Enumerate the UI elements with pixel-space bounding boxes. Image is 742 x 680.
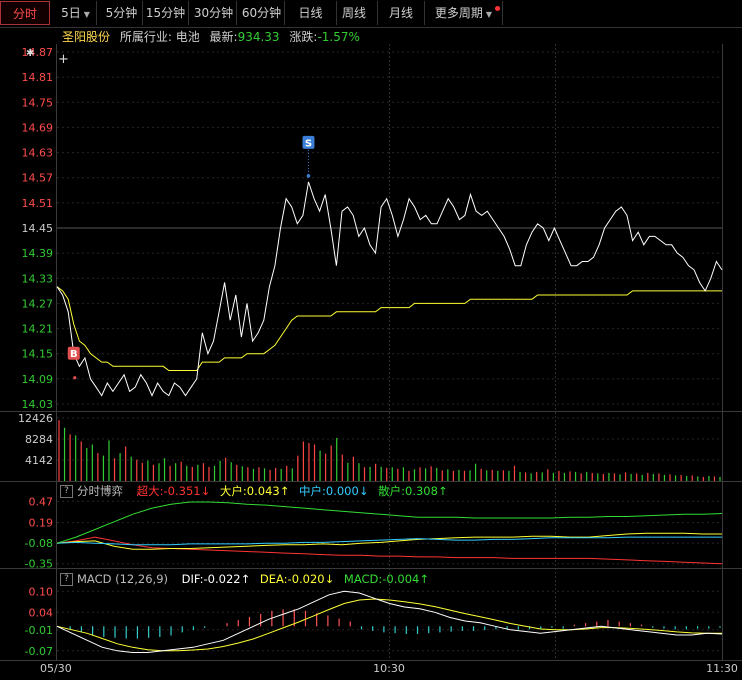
price-tick-label: 14.69 <box>22 121 54 134</box>
tab-4[interactable]: 30分钟 <box>191 1 237 25</box>
fund-flow-help-icon[interactable]: ? <box>60 485 73 498</box>
price-tick-label: 14.87 <box>22 46 54 59</box>
industry-label: 所属行业: 电池 <box>119 30 200 44</box>
price-tick-label: 14.33 <box>22 272 54 285</box>
notification-dot-icon <box>495 6 500 11</box>
tab-8[interactable]: 月线 <box>378 1 425 25</box>
time-label-mid: 10:30 <box>373 662 405 675</box>
macd-help-icon[interactable]: ? <box>60 573 73 586</box>
latest-value: 934.33 <box>237 30 280 44</box>
stock-name: 圣阳股份 <box>62 30 111 44</box>
tab-9[interactable]: 更多周期 ▼ <box>425 1 503 25</box>
legend-macd: MACD:-0.004↑ <box>343 572 429 586</box>
macd-tick-label: -0.07 <box>25 645 53 658</box>
macd-legend: ? MACD (12,26,9) DIF:-0.022↑ DEA:-0.020↓ … <box>60 572 429 586</box>
legend-zhonghu: 中户:0.000↓ <box>299 484 369 498</box>
volume-tick-label: 12426 <box>18 412 53 425</box>
fund-flow-tick-label: -0.08 <box>25 537 53 550</box>
price-tick-label: 14.45 <box>22 222 54 235</box>
change-value: -1.57% <box>317 30 360 44</box>
volume-tick-label: 4142 <box>25 454 53 467</box>
crosshair-icon: ✱ <box>26 48 34 59</box>
price-tick-label: 14.75 <box>22 96 54 109</box>
tab-label: 日线 <box>298 6 323 20</box>
tab-1[interactable]: 5日 ▼ <box>55 1 97 25</box>
fund-flow-line-散户 <box>56 501 723 544</box>
sell-marker-label: S <box>305 138 312 149</box>
tab-5[interactable]: 60分钟 <box>239 1 285 25</box>
legend-chaoda: 超大:-0.351↓ <box>136 484 211 498</box>
price-tick-label: 14.51 <box>22 197 54 210</box>
price-line <box>56 181 723 397</box>
sell-marker-dot <box>306 174 311 178</box>
price-tick-label: 14.03 <box>22 398 54 411</box>
period-tab-bar: 分时 5日 ▼ 5分钟 15分钟 30分钟 60分钟 日线 周线 月线 更多周期 ▼ <box>0 0 742 28</box>
sell-marker-icon <box>302 135 315 149</box>
avg-price-line <box>56 286 722 371</box>
zoom-plus-icon: + <box>58 52 69 67</box>
stock-info-bar: 圣阳股份 所属行业: 电池 最新:934.33 涨跌:-1.57% <box>62 29 366 45</box>
change-label: 涨跌: <box>289 30 318 44</box>
buy-marker-label: B <box>70 349 78 360</box>
fund-flow-title: 分时博弈 <box>77 484 123 498</box>
dropdown-caret-icon: ▼ <box>485 10 493 19</box>
legend-dif: DIF:-0.022↑ <box>181 572 251 586</box>
fund-flow-line-大户 <box>56 532 722 550</box>
legend-dahu: 大户:0.043↑ <box>219 484 290 498</box>
tab-label: 分时 <box>12 7 37 21</box>
price-tick-label: 14.15 <box>22 348 54 361</box>
time-label-end: 11:30 <box>706 662 738 675</box>
tab-3[interactable]: 15分钟 <box>143 1 189 25</box>
price-tick-label: 14.27 <box>22 297 54 310</box>
tab-label: 5日 <box>61 6 81 20</box>
dif-line <box>56 590 723 653</box>
tab-label: 更多周期 <box>434 6 483 20</box>
fund-flow-legend: ? 分时博弈 超大:-0.351↓ 大户:0.043↑ 中户:0.000↓ 散户:… <box>60 484 448 498</box>
fund-flow-tick-label: 0.47 <box>29 495 54 508</box>
legend-dea: DEA:-0.020↓ <box>259 572 335 586</box>
price-tick-label: 14.09 <box>22 373 54 386</box>
dropdown-caret-icon: ▼ <box>83 10 90 19</box>
buy-marker-dot <box>73 376 77 380</box>
time-label-start: 05/30 <box>40 662 72 675</box>
volume-tick-label: 8284 <box>25 433 53 446</box>
price-tick-label: 14.21 <box>22 323 54 336</box>
tab-6[interactable]: 日线 <box>285 1 337 25</box>
tab-label: 5分钟 <box>105 6 138 20</box>
buy-marker-icon <box>67 346 80 360</box>
tab-label: 周线 <box>341 6 366 20</box>
macd-tick-label: -0.01 <box>25 624 53 637</box>
price-tick-label: 14.57 <box>22 172 54 185</box>
tab-label: 月线 <box>388 6 413 20</box>
macd-title: MACD (12,26,9) <box>77 572 168 586</box>
fund-flow-tick-label: -0.35 <box>25 558 53 571</box>
latest-label: 最新: <box>209 30 238 44</box>
tab-2[interactable]: 5分钟 <box>101 1 143 25</box>
macd-tick-label: 0.04 <box>29 606 54 619</box>
price-tick-label: 14.81 <box>22 71 54 84</box>
tab-label: 15分钟 <box>145 6 186 20</box>
legend-sanhu: 散户:0.308↑ <box>378 484 448 498</box>
macd-tick-label: 0.10 <box>29 585 54 598</box>
tab-label: 60分钟 <box>241 6 282 20</box>
tab-7[interactable]: 周线 <box>331 1 378 25</box>
fund-flow-line-中户 <box>56 536 722 546</box>
fund-flow-tick-label: 0.19 <box>29 517 54 530</box>
price-tick-label: 14.63 <box>22 147 54 160</box>
price-tick-label: 14.39 <box>22 247 54 260</box>
tab-label: 30分钟 <box>193 6 234 20</box>
tab-0[interactable]: 分时 <box>0 1 50 25</box>
